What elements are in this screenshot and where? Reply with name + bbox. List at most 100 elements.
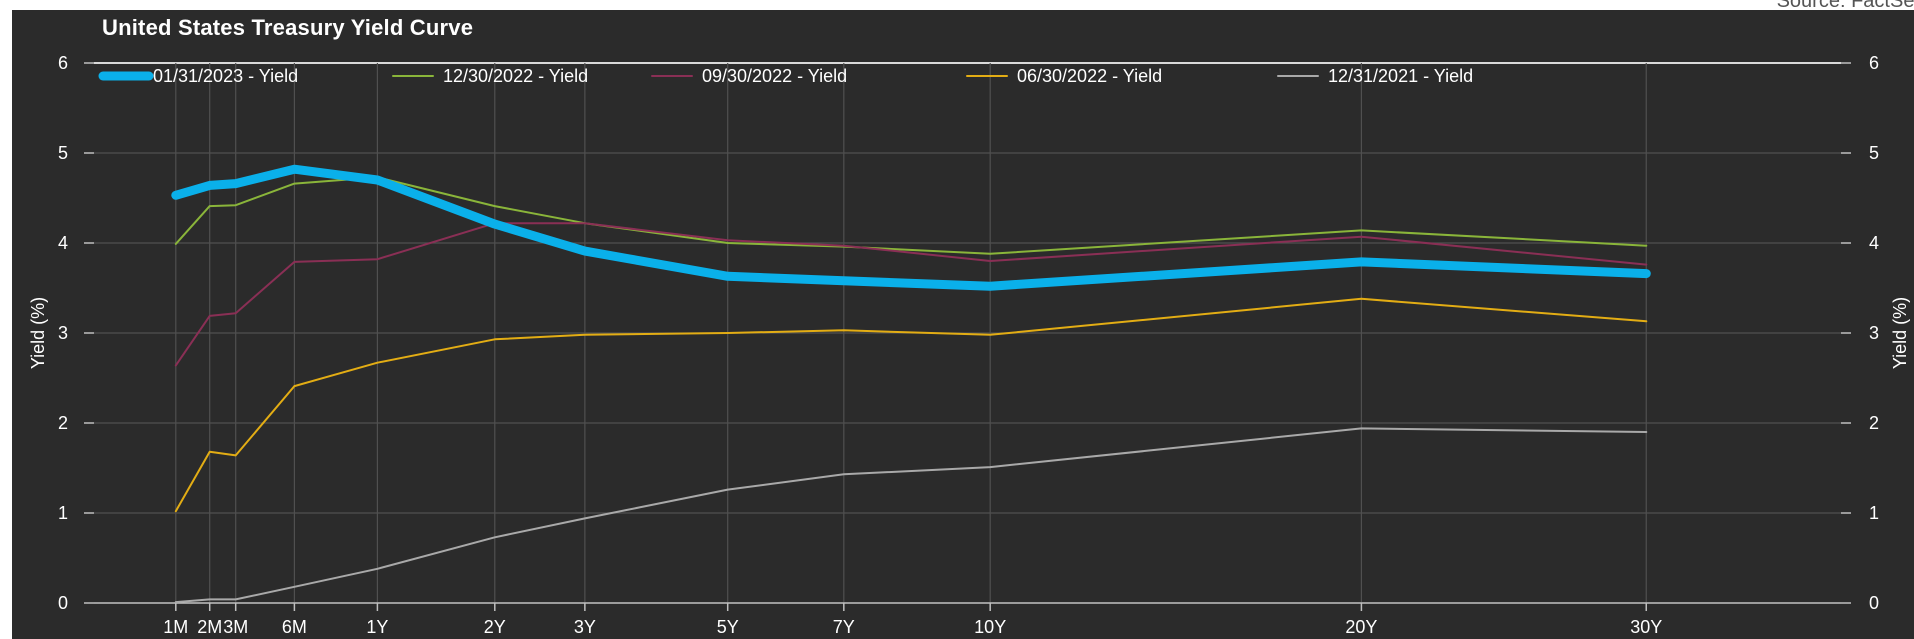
source-note: Source: FactSet xyxy=(1776,0,1914,12)
series-line-2 xyxy=(174,222,1648,367)
data-point xyxy=(584,222,586,224)
data-point xyxy=(1359,259,1364,264)
y-tick-label-left: 3 xyxy=(58,323,68,343)
data-point xyxy=(726,488,729,491)
data-point xyxy=(1360,229,1363,232)
x-tick-label: 7Y xyxy=(833,617,855,637)
data-point xyxy=(726,239,729,242)
x-tick-label: 10Y xyxy=(974,617,1006,637)
data-point xyxy=(841,278,846,283)
series-line-3 xyxy=(174,297,1648,513)
data-point xyxy=(173,193,178,198)
chart-panel xyxy=(12,10,1914,639)
y-tick-label-left: 1 xyxy=(58,503,68,523)
data-point xyxy=(843,329,845,332)
data-point xyxy=(1645,320,1648,323)
legend-entry: 09/30/2022 - Yield xyxy=(702,66,847,86)
axes: 0 0 1 1 2 2 3 3 4 4 5 5 6 6 1M 2M 3M 6M 1Y 2Y 3Y 5Y 7Y 10Y 20Y 30… xyxy=(28,53,1910,637)
data-point xyxy=(988,284,993,289)
data-point xyxy=(493,338,496,341)
data-point xyxy=(376,568,379,570)
data-point xyxy=(1360,298,1363,300)
x-tick-label: 6M xyxy=(282,617,307,637)
y-tick-label-right: 1 xyxy=(1869,503,1879,523)
data-point xyxy=(584,517,586,520)
x-tick-label: 30Y xyxy=(1630,617,1662,637)
data-point xyxy=(207,183,212,188)
data-point xyxy=(292,167,297,172)
data-point xyxy=(493,536,496,539)
y-tick-label-left: 6 xyxy=(58,53,68,73)
legend-entry: 12/31/2021 - Yield xyxy=(1328,66,1473,86)
y-tick-label-left: 4 xyxy=(58,233,68,253)
y-tick-label-right: 6 xyxy=(1869,53,1879,73)
series-line-4 xyxy=(174,427,1648,604)
legend-entry: 01/31/2023 - Yield xyxy=(153,66,298,86)
data-point xyxy=(233,181,238,186)
data-point xyxy=(1645,431,1648,433)
data-point xyxy=(843,473,845,476)
data-point xyxy=(293,385,296,387)
y-tick-label-right: 2 xyxy=(1869,413,1879,433)
data-point xyxy=(1645,244,1648,247)
data-point xyxy=(989,334,991,336)
legend: 01/31/2023 - Yield 12/30/2022 - Yield 09/3… xyxy=(98,66,1473,86)
data-point xyxy=(208,598,211,601)
data-point xyxy=(492,222,497,227)
data-point xyxy=(726,242,729,244)
y-tick-label-right: 0 xyxy=(1869,593,1879,613)
series-line-1 xyxy=(174,176,1648,255)
data-point xyxy=(293,261,296,263)
series-line-0 xyxy=(171,164,1651,291)
data-point xyxy=(989,253,991,255)
data-point xyxy=(1360,427,1363,430)
data-point xyxy=(208,205,211,207)
x-tick-label: 5Y xyxy=(717,617,739,637)
data-point xyxy=(293,586,296,588)
data-point xyxy=(493,205,496,207)
legend-entry: 06/30/2022 - Yield xyxy=(1017,66,1162,86)
x-tick-label: 2M xyxy=(197,617,222,637)
gridlines xyxy=(94,62,1841,604)
legend-entry: 12/30/2022 - Yield xyxy=(443,66,588,86)
y-axis-title-right: Yield (%) xyxy=(1890,297,1910,369)
x-tick-label: 3M xyxy=(223,617,248,637)
y-tick-label-right: 3 xyxy=(1869,323,1879,343)
y-tick-label-right: 4 xyxy=(1869,233,1879,253)
y-tick-label-right: 5 xyxy=(1869,143,1879,163)
x-tick-label: 1M xyxy=(163,617,188,637)
data-point xyxy=(1644,271,1649,276)
data-point xyxy=(234,598,237,601)
x-tick-label: 3Y xyxy=(574,617,596,637)
data-point xyxy=(843,244,845,247)
chart-title: United States Treasury Yield Curve xyxy=(102,15,474,40)
data-point xyxy=(726,332,729,334)
y-tick-label-left: 5 xyxy=(58,143,68,163)
data-point xyxy=(584,334,586,336)
data-point xyxy=(582,249,587,254)
series-lines xyxy=(171,164,1651,604)
data-point xyxy=(208,315,211,317)
data-point xyxy=(174,601,177,603)
data-point xyxy=(1360,235,1363,238)
x-tick-label: 20Y xyxy=(1345,617,1377,637)
data-point xyxy=(376,361,379,364)
data-point xyxy=(174,364,177,367)
x-tick-label: 1Y xyxy=(366,617,388,637)
data-point xyxy=(1645,263,1648,266)
data-point xyxy=(208,451,211,453)
data-point xyxy=(375,178,380,182)
y-axis-title-left: Yield (%) xyxy=(28,297,48,369)
x-tick-label: 2Y xyxy=(484,617,506,637)
data-point xyxy=(989,466,991,468)
data-point xyxy=(174,510,177,512)
data-point xyxy=(234,454,237,457)
data-point xyxy=(234,204,237,206)
data-point xyxy=(234,312,237,315)
data-point xyxy=(376,258,379,261)
data-point xyxy=(174,243,177,245)
data-point xyxy=(725,274,730,279)
data-point xyxy=(293,182,296,185)
